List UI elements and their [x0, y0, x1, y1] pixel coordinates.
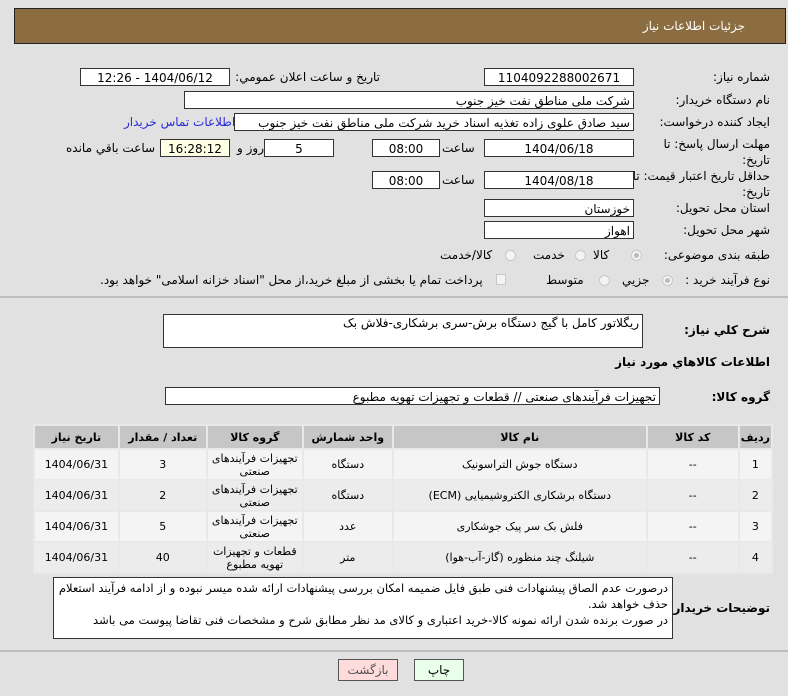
treasury-payment-checkbox[interactable] [496, 274, 506, 285]
cell-item-name: شیلنگ چند منظوره (گاز-آب-هوا) [393, 543, 646, 572]
cell-item-code: -- [647, 543, 738, 572]
category-goods-service-label: کالا/خدمت [440, 248, 493, 262]
cell-unit: عدد [303, 512, 392, 541]
deadline-time-field: 08:00 [372, 139, 440, 157]
page-title: جزئيات اطلاعات نیاز [642, 19, 745, 33]
table-row: 2 -- دستگاه برشکاری الکتروشیمیایی (ECM) دست… [35, 481, 771, 510]
validity-time-field: 08:00 [372, 171, 440, 189]
process-label: نوع فرآیند خرید : [685, 273, 770, 287]
deadline-time-label: ساعت [442, 141, 475, 155]
cell-quantity: 3 [119, 450, 206, 479]
table-row: 3 -- فلش بک سر پیک جوشکاری عدد تجهیزات فرآین… [35, 512, 771, 541]
process-medium-label: متوسط [546, 273, 584, 287]
cell-item-group: تجهیزات فرآیندهای صنعتی [207, 450, 302, 479]
col-name: نام کالا [393, 426, 646, 448]
category-goods-radio[interactable] [631, 250, 642, 261]
buyer-org-field: شرکت ملی مناطق نفت خیز جنوب [184, 91, 634, 109]
time-remaining-label: ساعت باقي مانده [66, 141, 156, 155]
buyer-notes-field[interactable]: درصورت عدم الصاق پیشنهادات فنی طبق فایل … [53, 577, 673, 639]
validity-label: حداقل تاریخ اعتبار قیمت: تا تاریخ: [632, 169, 770, 199]
cell-unit: متر [303, 543, 392, 572]
buyer-org-label: نام دستگاه خریدار: [675, 93, 771, 107]
cell-quantity: 5 [119, 512, 206, 541]
summary-field[interactable]: ریگلاتور کامل با گیج دستگاه برش-سری برشک… [163, 314, 643, 348]
table-row: 4 -- شیلنگ چند منظوره (گاز-آب-هوا) متر قطعات… [35, 543, 771, 572]
cell-quantity: 2 [119, 481, 206, 510]
city-field: اهواز [484, 221, 634, 239]
cell-need-date: 1404/06/31 [35, 543, 118, 572]
cell-item-name: دستگاه برشکاری الکتروشیمیایی (ECM) [393, 481, 646, 510]
validity-time-label: ساعت [442, 173, 475, 187]
days-label: روز و [237, 141, 264, 155]
announce-label: تاريخ و ساعت اعلان عمومي: [235, 70, 380, 84]
divider [0, 296, 788, 298]
creator-field: سید صادق علوی زاده تغذیه اسناد خرید شرکت… [234, 113, 634, 131]
deadline-date-field: 1404/06/18 [484, 139, 634, 157]
cell-row-number: 3 [739, 512, 771, 541]
deadline-label: مهلت ارسال پاسخ: تا تاریخ: [663, 137, 770, 167]
treasury-payment-note: پرداخت تمام یا بخشی از مبلغ خرید،از محل … [100, 273, 483, 287]
cell-unit: دستگاه [303, 450, 392, 479]
cell-item-name: فلش بک سر پیک جوشکاری [393, 512, 646, 541]
col-unit: واحد شمارش [303, 426, 392, 448]
days-remaining-field: 5 [264, 139, 334, 157]
cell-unit: دستگاه [303, 481, 392, 510]
buyer-contact-link[interactable]: اطلاعات تماس خریدار [124, 115, 236, 129]
category-goods-service-radio[interactable] [505, 250, 516, 261]
page-header: جزئيات اطلاعات نیاز [14, 8, 786, 44]
back-button[interactable]: بازگشت [338, 659, 398, 681]
col-group: گروه کالا [207, 426, 302, 448]
province-label: استان محل تحویل: [675, 201, 770, 215]
print-button[interactable]: چاپ [414, 659, 464, 681]
goods-table: ردیف کد کالا نام کالا واحد شمارش گروه کا… [33, 424, 773, 574]
col-date: تاریخ نیاز [35, 426, 118, 448]
validity-date-field: 1404/08/18 [484, 171, 634, 189]
cell-need-date: 1404/06/31 [35, 481, 118, 510]
cell-item-group: قطعات و تجهیزات تهویه مطبوع [207, 543, 302, 572]
cell-item-code: -- [647, 450, 738, 479]
goods-section-title: اطلاعات كالاهاي مورد نياز [615, 355, 770, 369]
table-header-row: ردیف کد کالا نام کالا واحد شمارش گروه کا… [35, 426, 771, 448]
category-label: طبقه بندی موضوعی: [663, 248, 770, 262]
goods-group-label: گروه کالا: [711, 390, 770, 404]
notes-line-1: درصورت عدم الصاق پیشنهادات فنی طبق فایل … [58, 581, 668, 611]
city-label: شهر محل تحویل: [683, 223, 770, 237]
cell-item-group: تجهیزات فرآیندهای صنعتی [207, 481, 302, 510]
notes-label: توضیحات خریدار: [668, 601, 770, 615]
announce-field: 1404/06/12 - 12:26 [80, 68, 230, 86]
cell-quantity: 40 [119, 543, 206, 572]
creator-label: ایجاد کننده درخواست: [659, 115, 770, 129]
table-row: 1 -- دستگاه جوش التراسونیک دستگاه تجهیزات فر… [35, 450, 771, 479]
cell-row-number: 1 [739, 450, 771, 479]
process-minor-radio[interactable] [662, 275, 673, 286]
need-number-field: 1104092288002671 [484, 68, 634, 86]
cell-item-code: -- [647, 512, 738, 541]
cell-row-number: 4 [739, 543, 771, 572]
notes-line-2: در صورت برنده شدن ارائه نمونه کالا-خرید … [93, 613, 668, 627]
category-goods-label: کالا [593, 248, 610, 262]
cell-need-date: 1404/06/31 [35, 450, 118, 479]
cell-item-name: دستگاه جوش التراسونیک [393, 450, 646, 479]
time-remaining-field: 16:28:12 [160, 139, 230, 157]
summary-label: شرح کلي نياز: [684, 323, 770, 337]
goods-group-field: تجهیزات فرآیندهای صنعتی // قطعات و تجهیز… [165, 387, 660, 405]
cell-row-number: 2 [739, 481, 771, 510]
cell-item-code: -- [647, 481, 738, 510]
need-number-label: شماره نیاز: [713, 70, 770, 84]
divider [0, 650, 788, 652]
process-minor-label: جزیي [622, 273, 650, 287]
col-qty: تعداد / مقدار [119, 426, 206, 448]
cell-need-date: 1404/06/31 [35, 512, 118, 541]
col-code: کد کالا [647, 426, 738, 448]
category-service-label: خدمت [533, 248, 565, 262]
process-medium-radio[interactable] [599, 275, 610, 286]
category-service-radio[interactable] [575, 250, 586, 261]
province-field: خوزستان [484, 199, 634, 217]
col-row: ردیف [739, 426, 771, 448]
cell-item-group: تجهیزات فرآیندهای صنعتی [207, 512, 302, 541]
